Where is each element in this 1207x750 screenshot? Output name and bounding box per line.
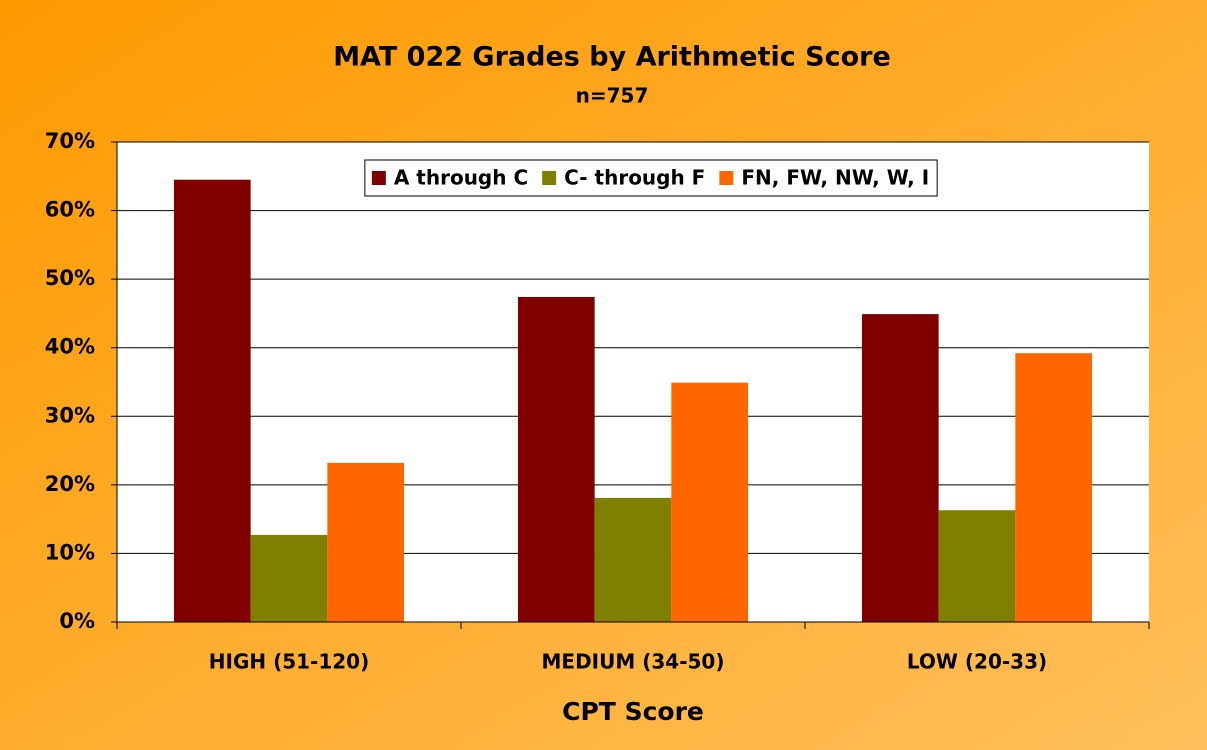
bar bbox=[173, 179, 251, 622]
chart-subtitle: n=757 bbox=[576, 84, 649, 108]
x-axis-label: CPT Score bbox=[562, 697, 704, 726]
legend bbox=[364, 159, 938, 197]
y-tick-label: 10% bbox=[45, 540, 95, 564]
bar bbox=[861, 314, 939, 622]
x-tick-label: MEDIUM (34-50) bbox=[542, 650, 725, 674]
x-tick-label: HIGH (51-120) bbox=[209, 650, 369, 674]
legend-label: A through C bbox=[394, 166, 528, 190]
bar bbox=[517, 296, 595, 622]
bar bbox=[671, 382, 749, 622]
y-tick-label: 20% bbox=[45, 472, 95, 496]
chart-title: MAT 022 Grades by Arithmetic Score bbox=[333, 42, 891, 73]
bar bbox=[1015, 353, 1093, 622]
legend-swatch bbox=[719, 171, 734, 185]
y-tick-label: 40% bbox=[45, 335, 95, 359]
y-tick-label: 30% bbox=[45, 403, 95, 427]
y-tick-label: 50% bbox=[45, 266, 95, 290]
legend-swatch bbox=[371, 171, 386, 185]
legend-label: FN, FW, NW, W, I bbox=[741, 166, 929, 190]
legend-label: C- through F bbox=[564, 166, 705, 190]
bar bbox=[250, 534, 328, 622]
bar bbox=[327, 462, 405, 622]
y-tick-label: 60% bbox=[45, 198, 95, 222]
y-tick-label: 0% bbox=[59, 609, 95, 633]
x-tick-label: LOW (20-33) bbox=[907, 650, 1047, 674]
bar bbox=[594, 497, 672, 622]
legend-swatch bbox=[542, 171, 557, 185]
y-tick-label: 70% bbox=[45, 129, 95, 153]
bar bbox=[938, 510, 1016, 622]
